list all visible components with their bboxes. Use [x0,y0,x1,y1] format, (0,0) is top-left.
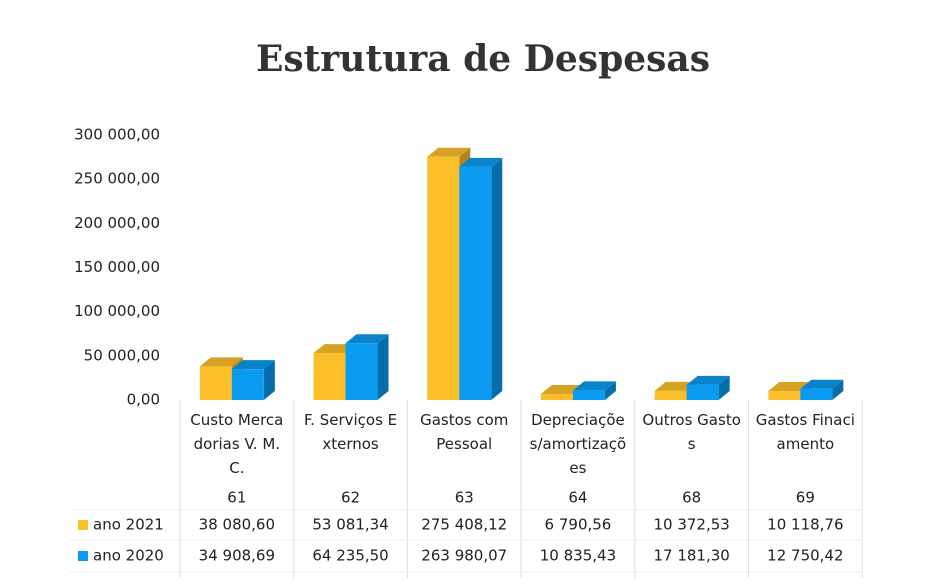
legend-label: ano 2021 [93,516,164,534]
legend-label: ano 2020 [93,547,164,565]
code-label: 69 [796,489,815,507]
data-label: 10 835,43 [540,547,616,565]
bar [459,166,492,400]
y-tick-label: 0,00 [127,391,160,409]
data-label: 53 081,34 [312,516,388,534]
data-label: 10 372,53 [653,516,729,534]
bar-side [377,334,389,400]
bar [768,391,801,400]
y-tick-label: 200 000,00 [74,214,160,232]
code-label: 64 [568,489,587,507]
bar-top [199,357,243,367]
bar [540,394,573,400]
code-label: 61 [227,489,246,507]
data-label: 12 750,42 [767,547,843,565]
data-label: 17 181,30 [653,547,729,565]
x-tick-label: Gastos Finaciamento [755,411,855,453]
data-label: 263 980,07 [421,547,507,565]
bar [572,390,605,400]
bar [199,366,232,400]
x-tick-label: F. Serviços Externos [303,411,398,453]
legend-swatch [78,520,88,530]
bar [345,343,378,400]
x-tick-label: Custo Mercadorias V. M. C. [190,411,284,477]
code-label: 68 [682,489,701,507]
code-label: 63 [455,489,474,507]
data-label: 6 790,56 [545,516,612,534]
bar-side [718,375,730,400]
bar-side [604,381,616,400]
bar-side [832,379,844,400]
data-label: 34 908,69 [199,547,275,565]
bar-side [491,157,503,400]
x-tick-label: Outros Gastos [642,411,741,453]
bar [313,353,346,400]
y-tick-label: 300 000,00 [74,126,160,144]
bar [231,369,264,400]
bar [800,388,833,400]
bar [686,384,719,400]
bar-top [686,375,730,385]
y-tick-label: 100 000,00 [74,302,160,320]
bar-top [427,147,471,157]
code-label: 62 [341,489,360,507]
data-label: 64 235,50 [312,547,388,565]
data-label: 38 080,60 [199,516,275,534]
y-tick-label: 150 000,00 [74,258,160,276]
bar-side [263,360,275,400]
bar-top [459,157,503,167]
data-label: 275 408,12 [421,516,507,534]
bar-top [572,381,616,391]
bar [427,156,460,400]
y-tick-label: 250 000,00 [74,170,160,188]
legend-swatch [78,551,88,561]
x-tick-label: Depreciações/amortizações [529,411,627,477]
bar-top [345,334,389,344]
bar [654,390,687,400]
bar-top [231,360,275,370]
data-label: 10 118,76 [767,516,843,534]
x-tick-label: Gastos com Pessoal [420,411,509,453]
chart-title: Estrutura de Despesas [256,38,710,80]
y-tick-label: 50 000,00 [84,346,160,364]
bar-top [800,379,844,389]
